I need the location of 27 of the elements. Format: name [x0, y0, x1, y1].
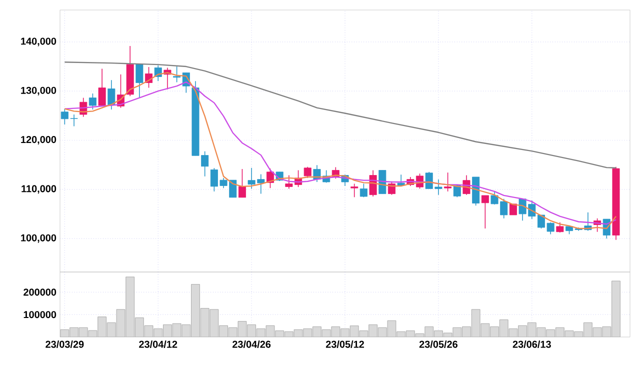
- candlestick: [481, 195, 489, 229]
- line-series: [64, 62, 617, 168]
- candlestick: [173, 66, 181, 83]
- y-tick-label: 100,000: [21, 234, 56, 243]
- y-tick-label: 120,000: [21, 136, 56, 145]
- y-tick-label: 200000: [24, 288, 56, 296]
- y-tick-label: 110,000: [22, 185, 56, 194]
- candlestick: [509, 204, 517, 216]
- y-tick-label: 140,000: [21, 38, 56, 46]
- x-tick-label: 23/06/13: [512, 340, 551, 348]
- candlestick: [360, 183, 368, 198]
- y-tick-label: 130,000: [21, 86, 56, 96]
- candlestick: [556, 222, 564, 233]
- x-tick-label: 23/04/12: [139, 340, 178, 348]
- candlestick: [136, 64, 144, 98]
- x-tick-label: 23/03/29: [46, 340, 84, 348]
- x-tick-label: 23/05/12: [326, 340, 364, 348]
- candlestick: [444, 172, 452, 192]
- candlestick: [98, 68, 106, 107]
- candlestick: [88, 93, 96, 110]
- candlestick: [304, 166, 312, 178]
- x-tick-label: 23/04/26: [232, 340, 271, 348]
- candlestick: [350, 183, 358, 198]
- x-tick-label: 23/05/26: [419, 340, 458, 348]
- candlestick: [238, 168, 246, 198]
- y-tick-label: 100000: [24, 311, 56, 318]
- candlestick: [108, 80, 116, 110]
